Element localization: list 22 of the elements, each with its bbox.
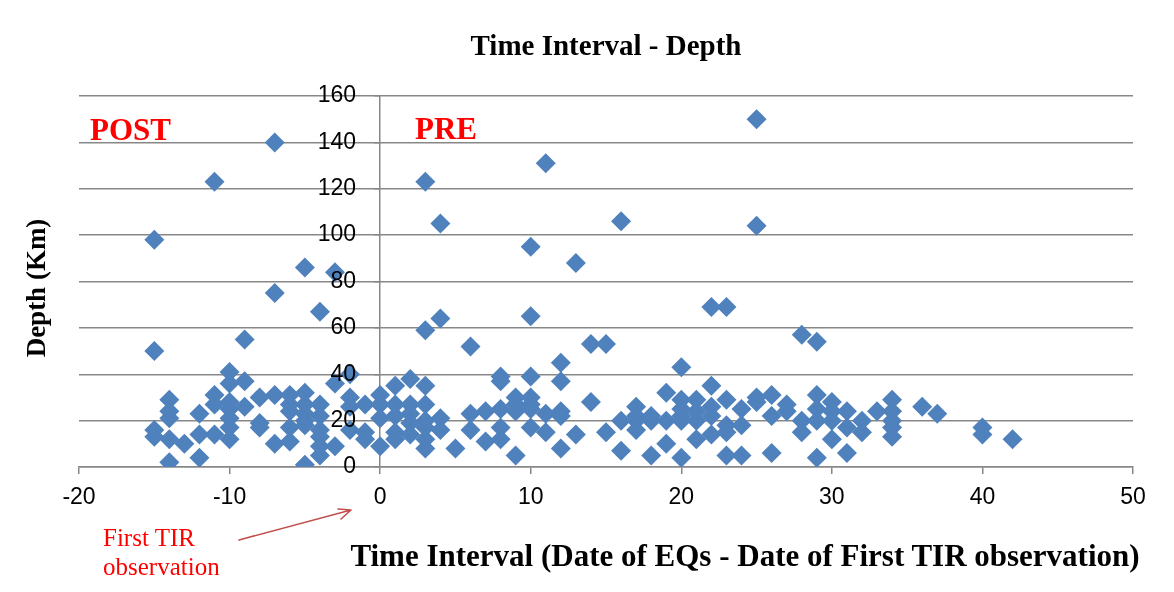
x-tick-label: -20 bbox=[62, 483, 96, 510]
text: First TIR observation bbox=[103, 523, 221, 581]
y-tick-label: 20 bbox=[330, 405, 357, 432]
x-tick-label: 20 bbox=[668, 483, 695, 510]
y-tick-label: 100 bbox=[317, 220, 357, 247]
x-tick-label: 10 bbox=[517, 483, 544, 510]
y-tick-label: 0 bbox=[343, 452, 357, 479]
x-tick-label: -10 bbox=[212, 483, 247, 510]
x-axis-title: Time Interval (Date of EQs - Date of First TIR observation) bbox=[350, 538, 1140, 574]
x-tick-label: 0 bbox=[373, 483, 387, 510]
y-tick-label: 60 bbox=[330, 313, 357, 340]
x-tick-label: 30 bbox=[819, 483, 845, 510]
y-tick-label: 140 bbox=[317, 127, 357, 154]
y-tick-label: 80 bbox=[330, 266, 357, 293]
y-axis-title: Depth (Km) bbox=[20, 218, 52, 357]
x-tick-label: 50 bbox=[1120, 483, 1146, 510]
chart-title: Time Interval - Depth bbox=[470, 28, 742, 62]
y-tick-label: 120 bbox=[317, 174, 357, 201]
y-tick-label: 160 bbox=[317, 81, 357, 108]
annotation: PRE bbox=[415, 111, 477, 147]
x-tick-label: 40 bbox=[969, 483, 996, 510]
annotation: POST bbox=[90, 112, 171, 148]
